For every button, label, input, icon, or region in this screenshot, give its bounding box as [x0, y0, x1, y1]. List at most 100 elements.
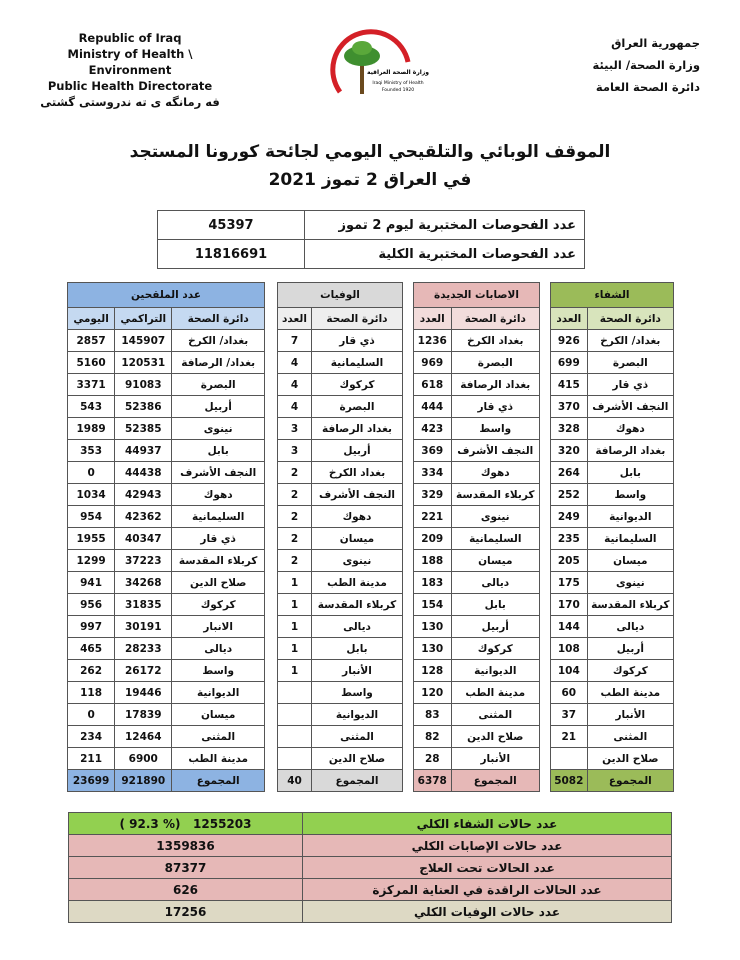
summary-value: 17256 [68, 900, 303, 923]
district: ديالى [586, 615, 675, 638]
district: واسط [586, 483, 675, 506]
table-title: الشفاء [550, 282, 674, 308]
table-row: السليمانية 4 [277, 351, 403, 374]
district: المثنى [450, 703, 541, 726]
district: نينوى [586, 571, 675, 594]
table-row: الأنبار 37 [550, 703, 675, 726]
total-row: المجموع 6378 [413, 769, 541, 792]
count: 618 [413, 373, 452, 396]
district: أربيل [450, 615, 541, 638]
tests-row: 11816691 عدد الفحوصات المختبرية الكلية [157, 239, 585, 269]
count: 44438 [114, 461, 173, 484]
district: النجف الأشرف [586, 395, 675, 418]
district: السليمانية [171, 505, 265, 528]
count: 183 [413, 571, 452, 594]
count: 1 [277, 637, 312, 660]
district: البصرة [311, 395, 403, 418]
count: 42943 [114, 483, 173, 506]
count [277, 681, 312, 704]
district: الأنبار [450, 747, 541, 770]
count: 415 [550, 373, 588, 396]
count: 205 [550, 549, 588, 572]
header-line: فه رمانگه ى ته ندروستى گشتى [40, 95, 220, 109]
count: 2 [277, 527, 312, 550]
district: ذي قار [586, 373, 675, 396]
table-row: صلاح الدين 34268 941 [66, 571, 265, 594]
count: 249 [550, 505, 588, 528]
table-row: الديوانية 249 [550, 505, 675, 528]
table-row: النجف الأشرف 370 [550, 395, 675, 418]
table-row: أربيل 52386 543 [66, 395, 265, 418]
count: 3 [277, 439, 312, 462]
summary-label: عدد الحالات تحت العلاج [302, 856, 672, 879]
table-row: البصرة 699 [550, 351, 675, 374]
count: 6900 [114, 747, 173, 770]
table-row: دهوك 334 [413, 461, 541, 484]
tests-row: 45397 عدد الفحوصات المختبرية ليوم 2 تموز [157, 210, 585, 240]
count: 40347 [114, 527, 173, 550]
count: 170 [550, 593, 588, 616]
column-header: دائرة الصحة [586, 307, 675, 330]
count: 83 [413, 703, 452, 726]
count: 956 [66, 593, 116, 616]
total-row: المجموع 5082 [550, 769, 675, 792]
count: 21 [550, 725, 588, 748]
count: 320 [550, 439, 588, 462]
district: مدينة الطب [171, 747, 265, 770]
district: ذي قار [450, 395, 541, 418]
count: 28233 [114, 637, 173, 660]
summary-number: 17256 [164, 904, 207, 919]
district: مدينة الطب [311, 571, 403, 594]
logo-text: Iraqi Ministry of Health [372, 80, 423, 86]
table-row: نينوى 2 [277, 549, 403, 572]
count: 118 [66, 681, 116, 704]
count: 4 [277, 395, 312, 418]
district-table: الشفاء دائرة الصحة العدد بغداد/ الكرخ 926 الب… [550, 282, 675, 792]
district: بابل [586, 461, 675, 484]
table-row: دهوك 2 [277, 505, 403, 528]
table-title-row: الوفيات [277, 282, 403, 308]
table-row: ذي قار 415 [550, 373, 675, 396]
district: بغداد الرصافة [450, 373, 541, 396]
column-header: التراكمي [114, 307, 173, 330]
header-right: جمهورية العراق وزارة الصحة/ البيئة دائرة ا… [520, 32, 701, 98]
summary-label: عدد الحالات الراقدة في العناية المركزة [302, 878, 672, 901]
table-row: نينوى 221 [413, 505, 541, 528]
count: 7 [277, 329, 312, 352]
table-row: نينوى 175 [550, 571, 675, 594]
total: 6378 [413, 769, 452, 792]
district: الديوانية [171, 681, 265, 704]
summary-value: 626 [68, 878, 303, 901]
count: 19446 [114, 681, 173, 704]
count: 1 [277, 615, 312, 638]
title-line: الموقف الوبائي والتلقيحي اليومي لجائحة ك… [129, 142, 611, 162]
total: 921890 [114, 769, 173, 792]
table-row: ميسان 17839 0 [66, 703, 265, 726]
district: أربيل [586, 637, 675, 660]
district: نينوى [311, 549, 403, 572]
count: 130 [413, 637, 452, 660]
table-title: الوفيات [277, 282, 403, 308]
table-row: الأنبار 1 [277, 659, 403, 682]
district: كربلاء المقدسة [450, 483, 541, 506]
count [277, 747, 312, 770]
district: الديوانية [586, 505, 675, 528]
count: 1 [277, 593, 312, 616]
district: الديوانية [311, 703, 403, 726]
district: دهوك [311, 505, 403, 528]
table-row: ذي قار 444 [413, 395, 541, 418]
title-line: في العراق 2 تموز 2021 [268, 170, 472, 190]
district: ديالى [450, 571, 541, 594]
district: بغداد الرصافة [586, 439, 675, 462]
table-row: الأنبار 28 [413, 747, 541, 770]
count: 2 [277, 549, 312, 572]
tests-label: عدد الفحوصات المختبرية ليوم 2 تموز [304, 210, 585, 240]
district: البصرة [171, 373, 265, 396]
column-header-row: دائرة الصحة التراكمي اليومي [66, 307, 265, 330]
count: 144 [550, 615, 588, 638]
count [277, 703, 312, 726]
count: 52386 [114, 395, 173, 418]
summary-row: 1359836 عدد حالات الإصابات الكلي [68, 834, 672, 857]
summary-number: 1255203 [193, 816, 252, 831]
count: 370 [550, 395, 588, 418]
